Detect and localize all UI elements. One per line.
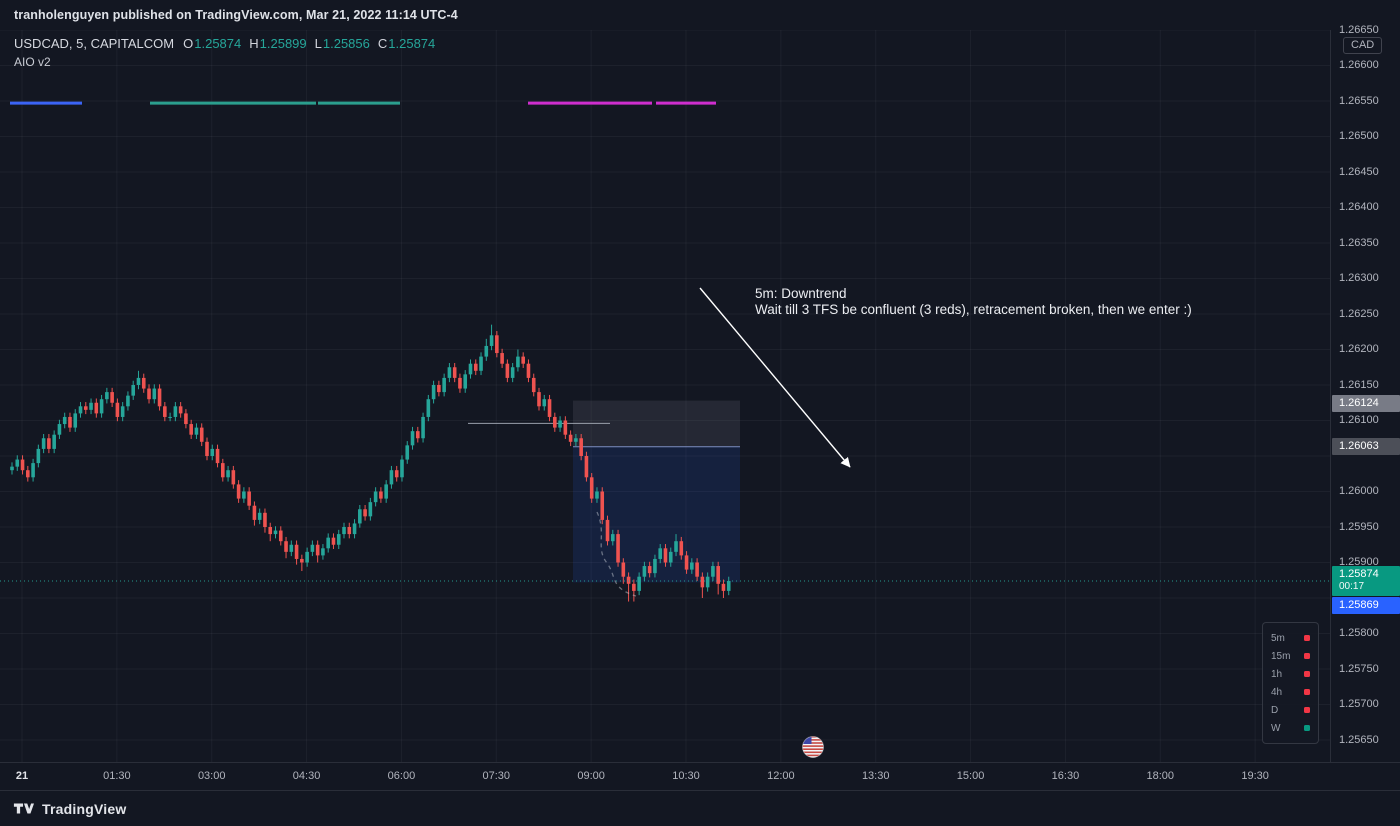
time-tick: 07:30 [482, 770, 511, 782]
tf-label: D [1271, 704, 1279, 716]
price-axis[interactable]: CAD 1.26650 1.26600 1.26550 1.26500 1.26450 1… [1330, 24, 1400, 762]
grid-lines [0, 30, 1330, 762]
price-tick: 1.26550 [1339, 94, 1379, 107]
ohlc-open-label: O [183, 36, 194, 51]
time-tick: 13:30 [861, 770, 890, 782]
tf-label: 15m [1271, 650, 1291, 662]
price-tick: 1.26350 [1339, 236, 1379, 249]
ohlc-close-value: 1.25874 [388, 36, 436, 51]
price-label-last-value: 1.25874 [1339, 568, 1379, 581]
ohlc-low-label: L [314, 36, 322, 51]
time-tick: 03:00 [197, 770, 226, 782]
price-tick: 1.26100 [1339, 414, 1379, 426]
price-tick: 1.26400 [1339, 201, 1379, 213]
ohlc-open-value: 1.25874 [194, 36, 242, 51]
time-tick: 04:30 [292, 770, 321, 782]
indicator-name[interactable]: AIO v2 [14, 55, 51, 69]
price-label-bid: 1.25869 [1332, 596, 1400, 614]
ohlc-high: H 1.25899 [249, 36, 306, 51]
trend-arrow [699, 287, 851, 468]
price-tick: 1.25950 [1339, 520, 1379, 533]
timeframe-legend: 5m 15m 1h 4h D W [1262, 622, 1319, 744]
tf-row-D: D [1271, 701, 1310, 719]
price-tick: 1.26450 [1339, 165, 1379, 178]
candles [10, 324, 731, 602]
price-tick: 1.26000 [1339, 485, 1379, 497]
price-label-level-lower: 1.26063 [1332, 438, 1400, 456]
tf-label: W [1271, 722, 1281, 734]
price-label-level-upper: 1.26124 [1332, 394, 1400, 412]
time-axis[interactable]: 21 01:30 03:00 04:30 06:00 07:30 09:00 10:30 12:… [0, 762, 1400, 790]
tf-row-5m: 5m [1271, 629, 1310, 647]
price-tick: 1.25700 [1339, 698, 1379, 710]
tf-status-dot [1304, 725, 1310, 731]
trade-note-line1: 5m: Downtrend [755, 286, 847, 301]
time-tick: 06:00 [387, 770, 416, 782]
trade-note-line2: Wait till 3 TFS be confluent (3 reds), r… [755, 301, 1192, 317]
tf-status-dot [1304, 689, 1310, 695]
time-tick: 01:30 [103, 770, 131, 782]
price-tick: 1.25650 [1339, 733, 1379, 746]
price-tick: 1.25800 [1339, 627, 1379, 639]
tf-row-4h: 4h [1271, 683, 1310, 701]
tf-row-W: W [1271, 719, 1310, 737]
footer-bar: TradingView [0, 790, 1400, 826]
price-tick: 1.25900 [1339, 556, 1379, 568]
ohlc-close-label: C [377, 36, 388, 51]
ohlc-low-value: 1.25856 [322, 36, 370, 51]
dashed-drawing [596, 511, 637, 597]
tf-status-dot [1304, 635, 1310, 641]
pane-header: USDCAD, 5, CAPITALCOM O 1.25874 H 1.25899 … [14, 36, 435, 51]
price-tick: 1.25750 [1339, 662, 1379, 675]
bar-countdown-timer: 00:17 [1339, 581, 1365, 593]
time-tick: 19:30 [1241, 770, 1269, 782]
tf-status-dot [1304, 653, 1310, 659]
tf-status-dot [1304, 707, 1310, 713]
price-label-level-lower-value: 1.26063 [1339, 440, 1379, 453]
time-tick: 18:00 [1146, 770, 1175, 782]
price-tick: 1.26200 [1339, 343, 1379, 355]
time-tick: 10:30 [672, 770, 700, 782]
published-bar: tranholenguyen published on TradingView.… [0, 0, 1400, 30]
time-tick: 21 [15, 770, 29, 782]
price-tick: 1.26500 [1339, 130, 1379, 142]
published-byline: tranholenguyen published on TradingView.… [14, 8, 458, 22]
tf-row-15m: 15m [1271, 647, 1310, 665]
price-tick: 1.26650 [1339, 23, 1379, 36]
price-label-bid-value: 1.25869 [1339, 598, 1379, 611]
us-flag-icon [802, 736, 824, 758]
tf-row-1h: 1h [1271, 665, 1310, 683]
ohlc-high-value: 1.25899 [259, 36, 307, 51]
time-tick: 15:00 [956, 770, 985, 782]
price-label-level-upper-value: 1.26124 [1339, 396, 1379, 409]
time-tick: 16:30 [1051, 770, 1080, 782]
chart-canvas[interactable] [0, 30, 1330, 762]
tradingview-brand[interactable]: TradingView [42, 800, 127, 817]
price-tick: 1.26250 [1339, 307, 1379, 320]
ohlc-high-label: H [249, 36, 259, 51]
tf-label: 4h [1271, 686, 1283, 698]
time-tick: 09:00 [577, 770, 605, 782]
price-tick: 1.26300 [1339, 272, 1379, 284]
ohlc-low: L 1.25856 [315, 36, 370, 51]
ohlc-close: C 1.25874 [378, 36, 435, 51]
price-tick: 1.26150 [1339, 378, 1379, 391]
trade-note: 5m: Downtrend Wait till 3 TFS be conflue… [755, 286, 1192, 317]
chart-pane[interactable]: USDCAD, 5, CAPITALCOM O 1.25874 H 1.25899 … [0, 30, 1330, 762]
currency-button[interactable]: CAD [1343, 37, 1383, 54]
price-label-last: 1.25874 00:17 [1332, 565, 1400, 596]
tf-label: 1h [1271, 668, 1283, 680]
time-tick: 12:00 [767, 770, 795, 782]
tf-status-dot [1304, 671, 1310, 677]
symbol-title[interactable]: USDCAD, 5, CAPITALCOM [14, 36, 175, 51]
ohlc-readout: O 1.25874 H 1.25899 L 1.25856 C 1.25874 [183, 36, 435, 51]
tradingview-logo-icon[interactable] [13, 800, 34, 817]
price-tick: 1.26600 [1339, 59, 1379, 71]
tf-label: 5m [1271, 632, 1285, 644]
ohlc-open: O 1.25874 [183, 36, 241, 51]
